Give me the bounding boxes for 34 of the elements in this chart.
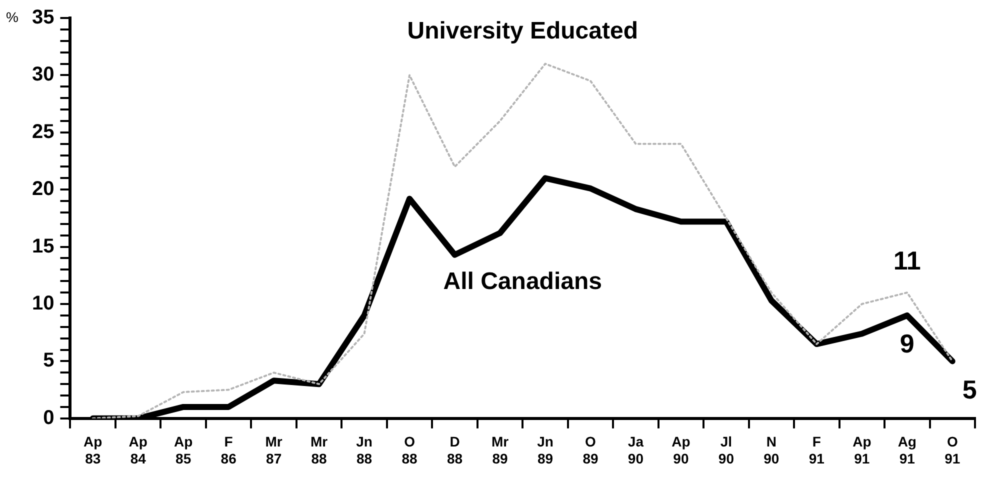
data-label: 11 [893, 246, 921, 276]
x-tick-label: O 88 [402, 434, 418, 466]
x-tick-label: Ap 85 [174, 434, 193, 466]
x-tick-label: Mr 88 [310, 434, 328, 466]
x-tick-label: D 88 [446, 434, 463, 466]
series-label: All Canadians [443, 268, 602, 295]
x-tick-label: F 91 [808, 434, 825, 466]
x-tick-label: Ap 91 [852, 434, 872, 466]
y-tick-label: 35 [32, 6, 54, 29]
y-tick-label: 25 [32, 120, 54, 143]
x-tick-label: Jn 88 [356, 434, 372, 466]
y-tick-label: 0 [43, 406, 54, 429]
x-tick-label: Ap 83 [84, 434, 102, 466]
x-tick-label: Mr 89 [491, 434, 510, 466]
y-tick-label: 15 [32, 235, 54, 258]
y-tick-label: 30 [32, 64, 54, 86]
x-tick-label: Ap 84 [128, 434, 148, 466]
x-tick-label: N 90 [764, 434, 780, 466]
data-label: 9 [900, 328, 914, 359]
y-tick-label: 20 [32, 178, 54, 200]
x-tick-label: O 91 [944, 434, 960, 466]
x-tick-label: Jl 90 [718, 434, 734, 466]
y-tick-label: 10 [32, 292, 54, 315]
x-tick-label: F 86 [220, 434, 237, 466]
x-tick-label: Ag 91 [898, 434, 916, 466]
data-label: 5 [962, 374, 977, 404]
y-axis-title: % [6, 8, 18, 25]
x-tick-label: Jn 89 [537, 434, 554, 466]
series-label: University Educated [407, 18, 638, 45]
x-tick-label: Mr 87 [265, 434, 283, 466]
y-tick-label: 5 [43, 350, 54, 372]
x-tick-label: O 89 [582, 434, 598, 466]
x-tick-label: Ap 90 [672, 434, 690, 466]
x-tick-label: Ja 90 [628, 434, 644, 466]
